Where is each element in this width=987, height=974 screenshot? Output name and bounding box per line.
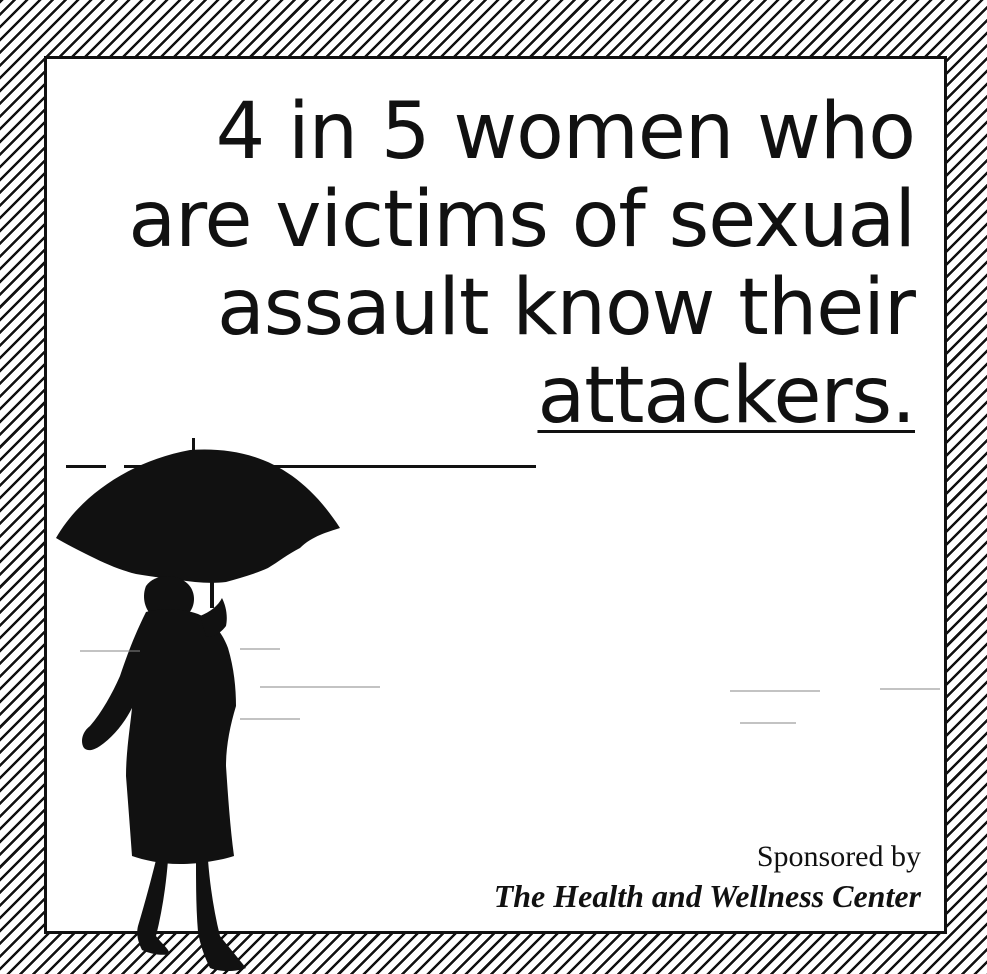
headline-line-3: assault know their bbox=[216, 263, 916, 353]
headline-line-4: attackers. bbox=[537, 351, 916, 441]
print-speck bbox=[260, 686, 380, 688]
figure-leg-right bbox=[196, 860, 246, 971]
print-speck bbox=[80, 650, 140, 652]
figure-head bbox=[144, 575, 194, 622]
print-speck bbox=[240, 648, 280, 650]
divider-rule bbox=[66, 465, 536, 468]
print-speck bbox=[740, 722, 796, 724]
print-speck bbox=[730, 690, 820, 692]
woman-with-umbrella-icon bbox=[56, 438, 340, 971]
umbrella-canopy bbox=[56, 449, 340, 583]
print-speck bbox=[880, 688, 940, 690]
headline: 4 in 5 women who are victims of sexual a… bbox=[55, 87, 916, 441]
sponsor-organization: The Health and Wellness Center bbox=[493, 878, 921, 914]
sponsor-block: Sponsored by The Health and Wellness Cen… bbox=[321, 838, 921, 916]
figure-arm bbox=[200, 598, 227, 637]
print-speck bbox=[240, 718, 300, 720]
figure-coat bbox=[82, 609, 236, 864]
figure-leg-left bbox=[137, 860, 170, 955]
headline-line-1: 4 in 5 women who bbox=[215, 87, 916, 177]
divider-rule-gap bbox=[106, 460, 124, 474]
headline-line-2: are victims of sexual bbox=[128, 175, 916, 265]
sponsor-prefix: Sponsored by bbox=[756, 840, 921, 873]
